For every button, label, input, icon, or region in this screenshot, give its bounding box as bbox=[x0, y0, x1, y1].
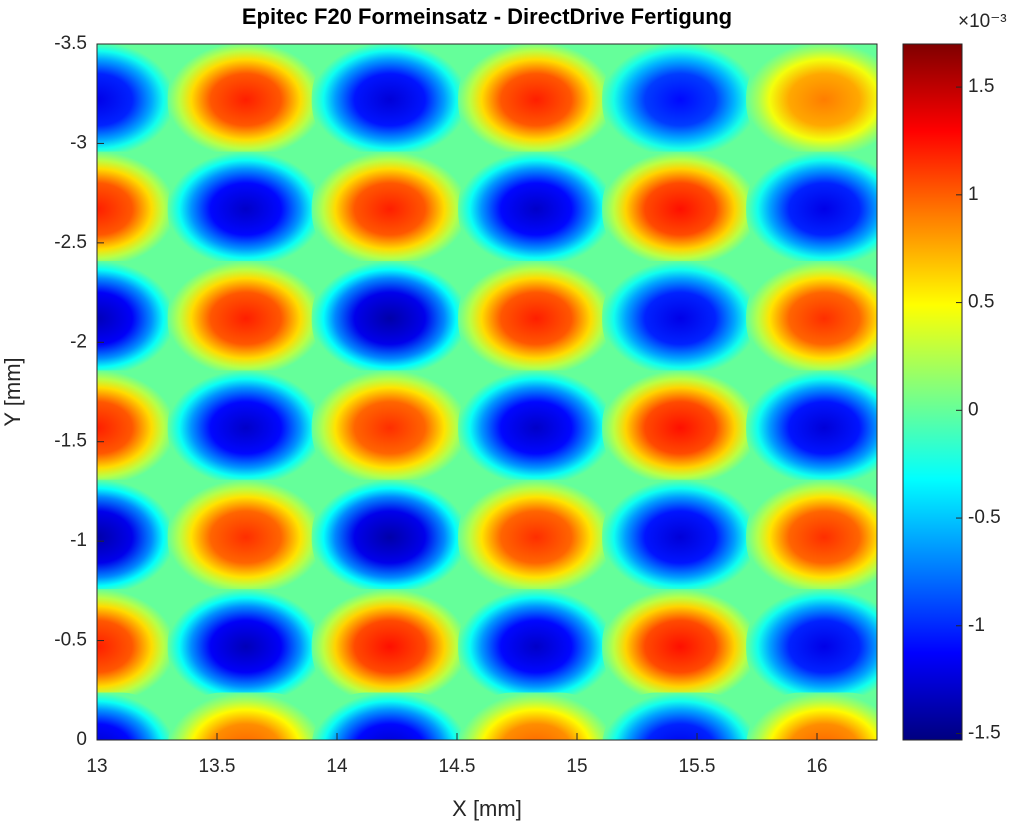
heat-cell bbox=[602, 261, 759, 376]
x-tick-label: 15.5 bbox=[679, 756, 716, 777]
x-axis-label: X [mm] bbox=[452, 796, 522, 821]
heat-cell bbox=[602, 692, 758, 740]
heat-cell bbox=[97, 692, 175, 740]
heat-cell bbox=[746, 261, 877, 376]
heat-cell bbox=[458, 44, 615, 158]
y-tick-label: -1 bbox=[70, 530, 87, 551]
plot-frame bbox=[96, 43, 878, 741]
colorbar-tick-label: -1 bbox=[968, 615, 985, 636]
heat-cell bbox=[746, 692, 877, 740]
heat-cell bbox=[458, 692, 614, 740]
x-tick-label: 16 bbox=[806, 756, 827, 777]
heat-cell bbox=[167, 151, 324, 267]
heat-cell bbox=[167, 589, 324, 704]
heat-cell bbox=[167, 370, 324, 486]
heat-cell bbox=[311, 151, 468, 267]
heat-cell bbox=[97, 44, 176, 158]
heat-cell bbox=[168, 692, 324, 740]
colorbar bbox=[902, 43, 963, 741]
colorbar-tick-label: 0.5 bbox=[968, 292, 994, 313]
heat-cell bbox=[311, 261, 468, 376]
colorbar-exponent: ×10⁻³ bbox=[958, 11, 1007, 32]
heat-cell bbox=[746, 479, 877, 595]
heat-cell bbox=[602, 44, 759, 158]
y-tick-label: -2 bbox=[70, 331, 87, 352]
x-tick-label: 14.5 bbox=[439, 756, 476, 777]
x-tick-label: 13 bbox=[86, 756, 107, 777]
y-tick-label: -3 bbox=[70, 132, 87, 153]
heat-cell bbox=[167, 479, 324, 595]
heat-cell bbox=[458, 589, 615, 704]
colorbar-tick-label: 1.5 bbox=[968, 76, 994, 97]
heat-cell bbox=[746, 370, 877, 486]
heat-cell bbox=[458, 370, 615, 486]
heat-cell bbox=[97, 370, 176, 486]
y-tick-label: -3.5 bbox=[54, 33, 87, 54]
x-tick-label: 15 bbox=[566, 756, 587, 777]
y-tick-label: -2.5 bbox=[54, 232, 87, 253]
heat-cell bbox=[602, 370, 759, 486]
plot-area bbox=[97, 44, 877, 740]
chart-title: Epitec F20 Formeinsatz - DirectDrive Fer… bbox=[242, 4, 732, 29]
colorbar-tick-label: 0 bbox=[968, 399, 979, 420]
heat-cell bbox=[458, 261, 615, 376]
colorbar-tick-label: 1 bbox=[968, 184, 979, 205]
x-tick-label: 13.5 bbox=[199, 756, 236, 777]
heat-cell bbox=[311, 589, 468, 704]
heat-cell bbox=[746, 151, 877, 267]
heat-cell bbox=[311, 479, 468, 595]
heat-cell bbox=[167, 44, 324, 158]
heat-cell bbox=[167, 261, 324, 376]
heat-cell bbox=[311, 370, 468, 486]
y-tick-label: -1.5 bbox=[54, 431, 87, 452]
heat-cell bbox=[311, 44, 468, 158]
heat-cell bbox=[97, 479, 176, 595]
heat-cell bbox=[746, 44, 877, 158]
heat-cell bbox=[746, 589, 877, 704]
heat-cell bbox=[97, 261, 176, 376]
heat-cell bbox=[602, 589, 759, 704]
heat-cell bbox=[312, 692, 468, 740]
y-axis-label: Y [mm] bbox=[0, 357, 25, 426]
colorbar-tick-label: -1.5 bbox=[968, 723, 1001, 744]
heat-cell bbox=[97, 151, 176, 267]
heat-cell bbox=[602, 151, 759, 267]
y-tick-label: -0.5 bbox=[54, 630, 87, 651]
heat-cell bbox=[602, 479, 759, 595]
y-tick-label: 0 bbox=[76, 729, 87, 750]
heat-cell bbox=[97, 589, 176, 704]
colorbar-tick-label: -0.5 bbox=[968, 507, 1001, 528]
heat-cell bbox=[458, 151, 615, 267]
x-tick-label: 14 bbox=[326, 756, 348, 777]
heat-cell bbox=[458, 479, 615, 595]
